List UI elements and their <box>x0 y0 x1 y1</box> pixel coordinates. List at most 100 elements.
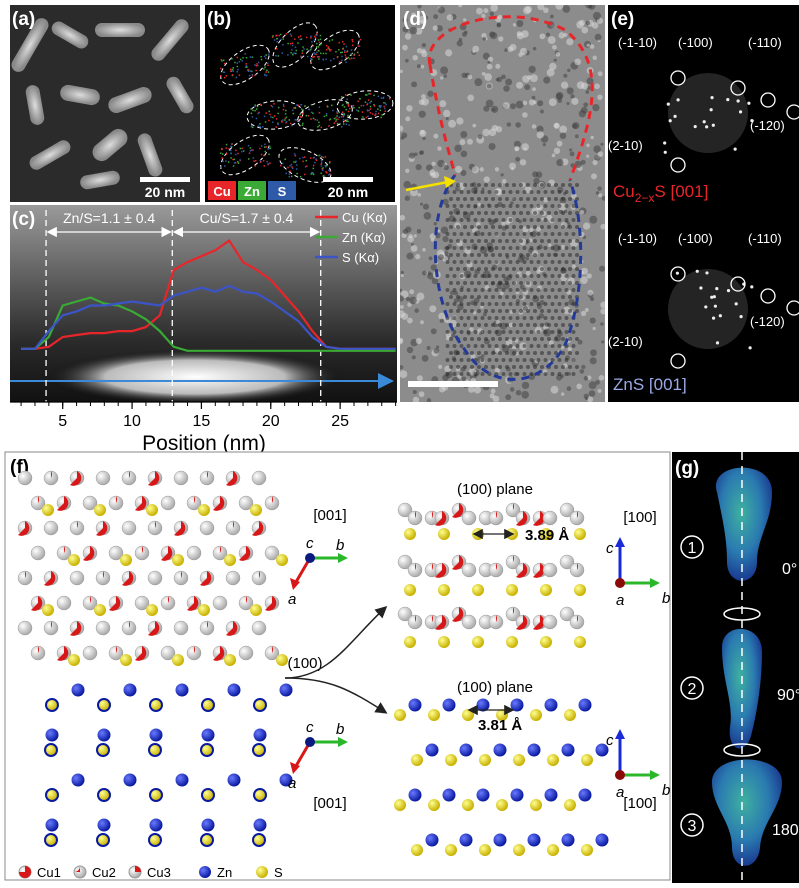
lattice-dot <box>501 260 506 264</box>
cu-wedge <box>513 503 514 510</box>
lattice-dot <box>529 232 534 236</box>
lattice-dot <box>449 309 453 313</box>
lattice-dot <box>515 330 520 334</box>
lattice-dot <box>449 239 453 243</box>
eds-pixel <box>320 163 322 166</box>
lattice-dot <box>508 288 513 292</box>
eds-pixel <box>254 104 256 106</box>
eds-pixel <box>327 47 329 50</box>
texture-dot <box>539 109 544 114</box>
lattice-dot <box>477 225 481 229</box>
texture-dot <box>600 308 605 315</box>
texture-dot <box>419 129 427 137</box>
zn-atom <box>459 833 473 847</box>
texture-dot <box>412 389 417 395</box>
eds-pixel <box>244 53 246 55</box>
eds-pixel <box>292 112 295 115</box>
s-atom <box>96 743 110 757</box>
zn-atom <box>123 773 137 787</box>
eds-pixel <box>346 98 348 101</box>
eds-pixel <box>368 93 370 95</box>
s-atom <box>438 636 450 648</box>
eds-pixel <box>281 52 284 54</box>
lattice-dot <box>522 260 527 264</box>
texture-dot <box>471 166 479 174</box>
eds-pixel <box>328 119 331 121</box>
s-atom <box>574 636 586 648</box>
cu-wedge <box>77 521 78 528</box>
s-atom <box>172 654 184 666</box>
eds-pixel <box>333 57 335 60</box>
eds-pixel <box>342 115 345 118</box>
lattice-dot <box>491 323 495 327</box>
lattice-dot <box>452 288 457 292</box>
texture-dot <box>574 58 581 66</box>
lattice-dot <box>575 365 579 369</box>
lattice-dot <box>501 302 506 306</box>
eds-pixel <box>343 106 346 108</box>
eds-pixel <box>245 65 248 67</box>
lattice-dot <box>501 218 506 222</box>
eds-pixel <box>336 111 338 113</box>
rotation-angle: 90° <box>777 687 799 704</box>
eds-pixel <box>229 68 232 70</box>
zn-atom <box>227 773 241 787</box>
s-atom <box>438 584 450 596</box>
s-atom <box>462 799 474 811</box>
s-atom <box>44 743 58 757</box>
lattice-dot <box>540 183 544 187</box>
eds-pixel <box>347 114 349 117</box>
s-atom <box>513 754 525 766</box>
cu-atom <box>461 614 477 630</box>
eds-pixel <box>263 165 265 167</box>
eds-pixel <box>300 56 303 58</box>
texture-dot <box>597 94 603 100</box>
eds-pixel <box>282 38 285 40</box>
texture-dot <box>529 74 538 83</box>
lattice-dot <box>554 211 558 215</box>
eds-pixel <box>251 70 253 73</box>
eds-pixel <box>230 157 232 159</box>
lattice-dot <box>508 372 513 376</box>
texture-dot <box>507 46 514 52</box>
lattice-dot <box>480 302 485 306</box>
texture-dot <box>453 298 459 303</box>
lattice-dot <box>543 232 548 236</box>
texture-dot <box>586 154 590 158</box>
lattice-dot <box>501 330 506 334</box>
series-line <box>21 296 396 352</box>
lattice-dot <box>463 253 467 257</box>
nanorod <box>60 84 100 106</box>
lattice-dot <box>564 232 569 236</box>
eds-pixel <box>328 170 331 172</box>
eds-pixel <box>231 68 234 71</box>
s-atom <box>148 743 162 757</box>
lattice-dot <box>484 351 488 355</box>
texture-dot <box>483 176 490 183</box>
zn-atom <box>227 683 241 697</box>
lattice-dot <box>466 260 471 264</box>
eds-pixel <box>247 158 250 160</box>
lattice-dot <box>470 225 474 229</box>
eds-pixel <box>225 153 228 155</box>
s-atom <box>564 709 576 721</box>
cu-wedge <box>96 521 108 536</box>
texture-dot <box>495 77 499 82</box>
eds-pixel <box>273 103 275 105</box>
texture-dot <box>458 5 463 8</box>
eds-pixel <box>357 100 359 103</box>
cu-wedge <box>516 511 528 526</box>
lattice-dot <box>519 183 523 187</box>
eds-pixel <box>319 154 321 157</box>
lattice-dot <box>498 239 502 243</box>
eds-pixel <box>233 158 236 161</box>
s-atom <box>253 698 267 712</box>
eds-pixel <box>379 106 381 109</box>
texture-dot <box>460 150 468 158</box>
s-atom <box>428 709 440 721</box>
eds-pixel <box>280 164 282 167</box>
texture-dot <box>418 110 426 118</box>
lattice-dot <box>543 316 548 320</box>
